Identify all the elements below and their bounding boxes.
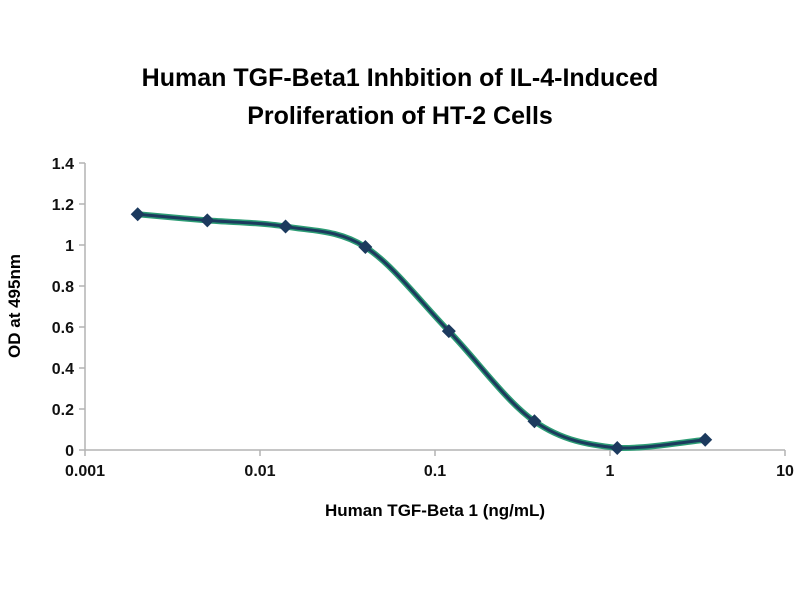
series-line-underlay [134, 211, 709, 452]
y-tick-label: 0.8 [52, 279, 74, 296]
data-point-marker [698, 432, 713, 447]
data-point-marker [527, 414, 542, 429]
data-point-marker [441, 324, 456, 339]
chart-title: Human TGF-Beta1 Inhbition of IL-4-Induce… [141, 64, 659, 130]
y-axis-label: OD at 495nm [5, 254, 24, 358]
x-tick-label: 0.001 [65, 463, 105, 480]
x-tick-label: 10 [776, 463, 794, 480]
y-tick-label: 0.4 [52, 361, 74, 378]
x-tick-label: 0.01 [244, 463, 275, 480]
y-tick-label: 1.2 [52, 197, 74, 214]
y-tick-label: 0.2 [52, 402, 74, 419]
x-tick-label: 0.1 [424, 463, 446, 480]
series-line [136, 212, 707, 450]
data-point-marker [130, 207, 145, 222]
y-tick-label: 1 [65, 238, 74, 255]
data-point-marker [278, 219, 293, 234]
data-point-marker [200, 213, 215, 228]
data-point-marker [610, 440, 625, 455]
y-tick-label: 0.6 [52, 320, 74, 337]
data-point-marker [358, 240, 373, 255]
plot-layer: 0 0.2 0.4 0.6 0.8 1 1.2 1.4 0.001 0.01 0.1 1 10 [52, 156, 794, 480]
x-tick-label: 1 [606, 463, 615, 480]
y-tick-label: 1.4 [52, 156, 74, 173]
y-tick-label: 0 [65, 443, 74, 460]
x-axis-label: Human TGF-Beta 1 (ng/mL) [325, 501, 545, 520]
